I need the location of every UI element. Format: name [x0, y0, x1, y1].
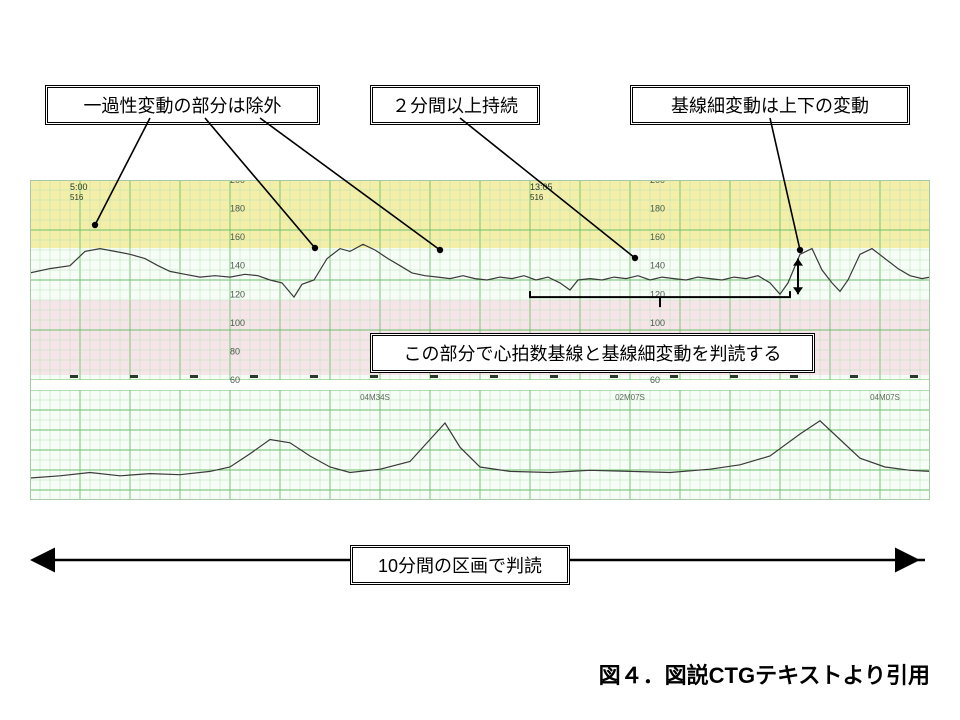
svg-text:13:05: 13:05 — [530, 182, 553, 192]
svg-text:100: 100 — [230, 318, 245, 328]
svg-text:180: 180 — [230, 204, 245, 214]
label-read-section: この部分で心拍数基線と基線細変動を判読する — [370, 333, 815, 373]
svg-text:04M07S: 04M07S — [870, 393, 900, 402]
svg-text:60: 60 — [650, 375, 660, 385]
label-exclude-transient: 一過性変動の部分は除外 — [45, 85, 320, 125]
label-over-2min: ２分間以上持続 — [370, 85, 540, 125]
svg-text:516: 516 — [530, 193, 544, 202]
svg-text:04M34S: 04M34S — [360, 393, 390, 402]
svg-text:60: 60 — [230, 375, 240, 385]
svg-text:516: 516 — [70, 193, 84, 202]
svg-text:160: 160 — [650, 232, 665, 242]
svg-text:140: 140 — [650, 261, 665, 271]
svg-text:100: 100 — [650, 318, 665, 328]
svg-text:80: 80 — [230, 346, 240, 356]
figure-caption: 図４．図説CTGテキストより引用 — [599, 658, 930, 690]
svg-text:160: 160 — [230, 232, 245, 242]
svg-text:02M07S: 02M07S — [615, 393, 645, 402]
label-ten-min: 10分間の区画で判読 — [350, 545, 570, 585]
svg-text:180: 180 — [650, 204, 665, 214]
svg-text:5:00: 5:00 — [70, 182, 88, 192]
svg-text:140: 140 — [230, 261, 245, 271]
label-baseline-variability: 基線細変動は上下の変動 — [630, 85, 910, 125]
svg-text:120: 120 — [230, 289, 245, 299]
